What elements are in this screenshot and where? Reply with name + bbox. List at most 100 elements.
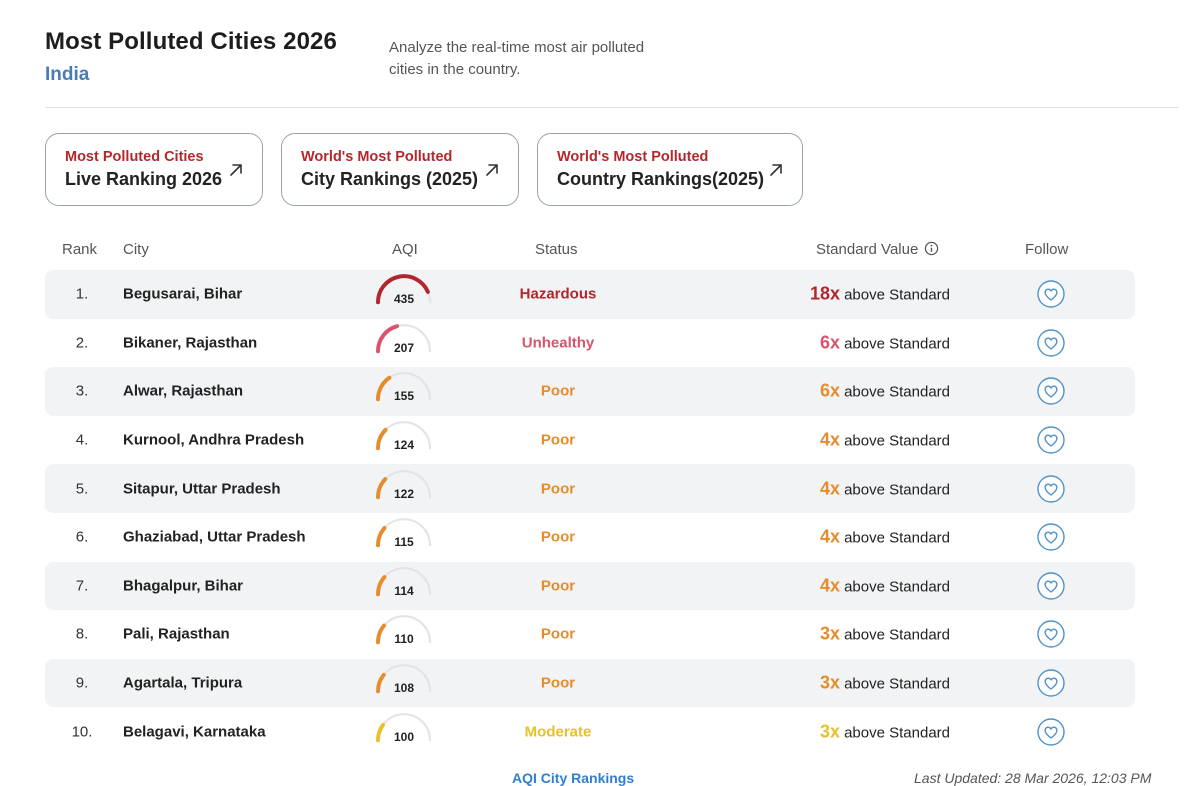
city-name[interactable]: Pali, Rajasthan xyxy=(123,625,230,643)
aqi-value: 100 xyxy=(393,729,415,744)
aqi-value: 110 xyxy=(394,632,414,647)
aqi-gauge: 100 xyxy=(373,711,435,751)
aqi-value: 207 xyxy=(393,341,415,356)
standard-multiplier: 4x xyxy=(820,429,841,450)
standard-suffix: above Standard xyxy=(844,675,950,693)
status-label: Moderate xyxy=(524,723,592,741)
card-world-city-rankings[interactable]: World's Most Polluted City Rankings (202… xyxy=(281,133,519,206)
aqi-value: 435 xyxy=(393,292,415,307)
follow-button[interactable] xyxy=(1036,425,1066,455)
city-name[interactable]: Sitapur, Uttar Pradesh xyxy=(123,480,281,498)
standard-multiplier: 4x xyxy=(820,526,841,547)
header-divider xyxy=(45,107,1179,108)
aqi-gauge-fill xyxy=(376,428,388,451)
aqi-gauge: 124 xyxy=(373,419,435,459)
country-subtitle: India xyxy=(45,64,90,85)
follow-button[interactable] xyxy=(1036,279,1066,309)
table-header: Rank City AQI Status Standard Value Foll… xyxy=(45,241,1135,261)
standard-multiplier: 3x xyxy=(820,721,841,742)
city-name[interactable]: Ghaziabad, Uttar Pradesh xyxy=(123,528,306,546)
header-standard-label: Standard Value xyxy=(816,241,919,258)
last-updated-text: Last Updated: 28 Mar 2026, 12:03 PM xyxy=(914,770,1152,786)
city-name[interactable]: Agartala, Tripura xyxy=(123,674,243,692)
standard-value: 4x above Standard xyxy=(745,478,950,499)
aqi-gauge-fill xyxy=(376,574,387,597)
page-title: Most Polluted Cities 2026 xyxy=(45,28,337,55)
standard-multiplier: 4x xyxy=(820,478,841,499)
card-title: Live Ranking 2026 xyxy=(65,169,223,189)
heart-icon xyxy=(1037,572,1065,600)
follow-button[interactable] xyxy=(1036,668,1066,698)
rank-cell: 1. xyxy=(75,285,89,303)
standard-value: 3x above Standard xyxy=(745,624,950,645)
aqi-gauge-fill xyxy=(376,376,392,402)
follow-button[interactable] xyxy=(1036,717,1066,747)
aqi-gauge-fill xyxy=(376,274,430,305)
card-world-country-rankings[interactable]: World's Most Polluted Country Rankings(2… xyxy=(537,133,803,206)
rank-cell: 6. xyxy=(75,528,89,546)
header-standard-value: Standard Value xyxy=(816,241,939,258)
standard-value: 6x above Standard xyxy=(745,381,950,402)
status-label: Poor xyxy=(540,674,576,692)
table-row: 4. Kurnool, Andhra Pradesh 124 Poor 4x above … xyxy=(45,416,1135,465)
aqi-gauge-fill xyxy=(376,722,385,742)
status-label: Poor xyxy=(540,431,576,449)
standard-multiplier: 18x xyxy=(810,283,841,304)
card-live-ranking[interactable]: Most Polluted Cities Live Ranking 2026 xyxy=(45,133,263,206)
follow-button[interactable] xyxy=(1036,474,1066,504)
aqi-city-rankings-link[interactable]: AQI City Rankings xyxy=(512,770,635,786)
status-label: Poor xyxy=(540,625,576,643)
table-row: 10. Belagavi, Karnataka 100 Moderate 3x above… xyxy=(45,707,1135,756)
follow-button[interactable] xyxy=(1036,376,1066,406)
page-description: Analyze the real-time most air polluted … xyxy=(389,39,645,78)
aqi-value: 114 xyxy=(394,584,414,599)
city-name[interactable]: Alwar, Rajasthan xyxy=(123,382,244,400)
city-name[interactable]: Bhagalpur, Bihar xyxy=(123,577,244,595)
standard-suffix: above Standard xyxy=(844,286,950,304)
city-name[interactable]: Begusarai, Bihar xyxy=(123,285,243,303)
standard-value: 6x above Standard xyxy=(745,332,950,353)
rank-cell: 10. xyxy=(71,723,93,741)
heart-icon xyxy=(1037,280,1065,308)
heart-icon xyxy=(1037,329,1065,357)
standard-suffix: above Standard xyxy=(844,578,950,596)
standard-suffix: above Standard xyxy=(844,432,950,450)
arrow-up-right-icon xyxy=(486,164,498,176)
table-row: 1. Begusarai, Bihar 435 Hazardous 18x above S… xyxy=(45,270,1135,319)
info-icon[interactable] xyxy=(924,241,939,256)
rank-cell: 3. xyxy=(75,382,89,400)
aqi-gauge: 122 xyxy=(373,468,435,508)
standard-value: 4x above Standard xyxy=(745,575,950,596)
rank-cell: 7. xyxy=(75,577,89,595)
aqi-gauge: 114 xyxy=(373,565,435,605)
ranking-cards: Most Polluted Cities Live Ranking 2026 W… xyxy=(45,133,803,206)
follow-button[interactable] xyxy=(1036,619,1066,649)
card-kicker: World's Most Polluted xyxy=(301,149,453,165)
aqi-gauge-fill xyxy=(376,526,387,548)
header-city: City xyxy=(123,241,149,258)
page-header: Most Polluted Cities 2026 India xyxy=(45,28,337,86)
aqi-gauge-fill xyxy=(376,324,400,354)
standard-value: 3x above Standard xyxy=(745,721,950,742)
follow-button[interactable] xyxy=(1036,522,1066,552)
heart-icon xyxy=(1037,669,1065,697)
standard-value: 18x above Standard xyxy=(745,284,950,305)
city-name[interactable]: Kurnool, Andhra Pradesh xyxy=(123,431,305,449)
city-name[interactable]: Bikaner, Rajasthan xyxy=(123,334,258,352)
aqi-gauge-fill xyxy=(376,624,386,645)
arrow-up-right-icon xyxy=(770,164,782,176)
rank-cell: 9. xyxy=(75,674,89,692)
heart-icon xyxy=(1037,717,1065,746)
city-name[interactable]: Belagavi, Karnataka xyxy=(123,723,266,741)
follow-button[interactable] xyxy=(1036,328,1066,358)
follow-button[interactable] xyxy=(1036,571,1066,601)
table-row: 9. Agartala, Tripura 108 Poor 3x above Standa… xyxy=(45,658,1135,708)
arrow-up-right-icon xyxy=(230,164,242,176)
standard-multiplier: 6x xyxy=(820,380,841,401)
card-title: City Rankings (2025) xyxy=(301,169,479,189)
aqi-value: 124 xyxy=(393,438,415,453)
standard-suffix: above Standard xyxy=(844,724,950,742)
heart-icon xyxy=(1037,474,1065,503)
header-follow: Follow xyxy=(1025,241,1069,258)
table-row: 5. Sitapur, Uttar Pradesh 122 Poor 4x above S… xyxy=(45,464,1135,513)
